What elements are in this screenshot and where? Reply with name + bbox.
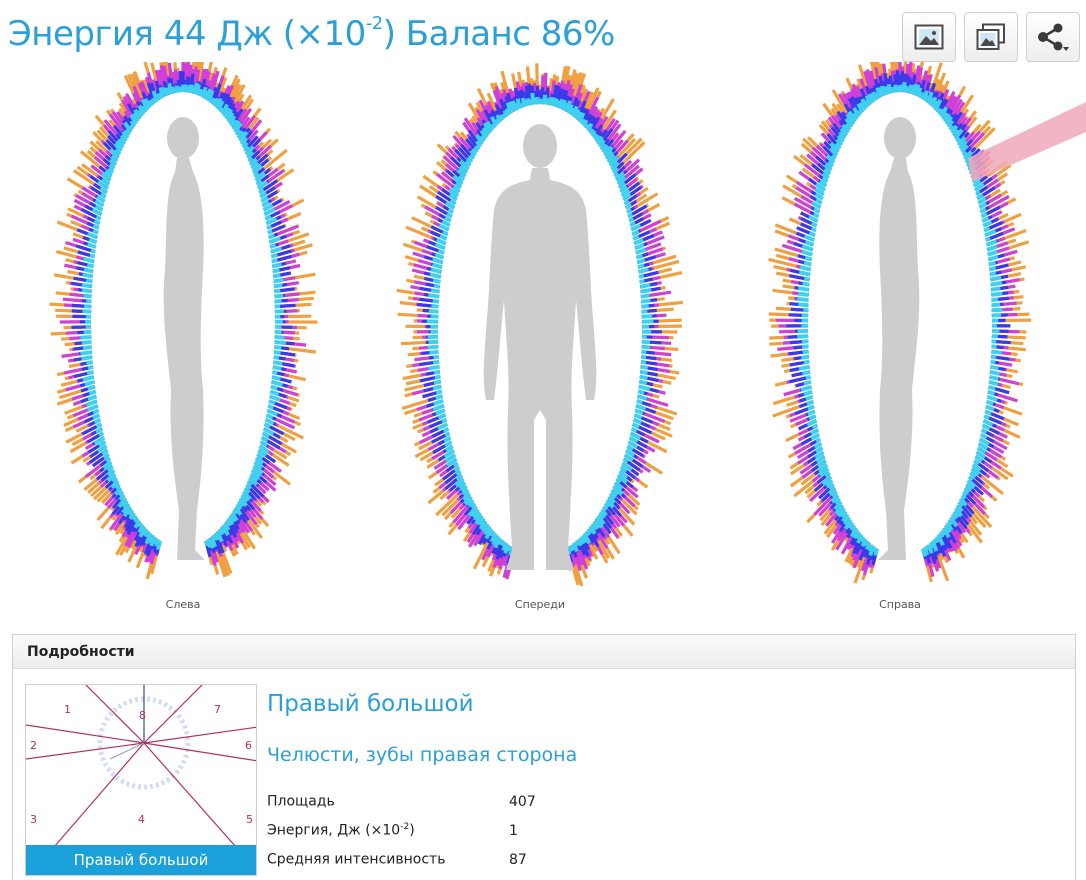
metric-label-energy: Энергия, Дж (×10-2) — [267, 822, 415, 839]
sector-number-6: 6 — [245, 739, 252, 752]
details-header: Подробности — [13, 635, 1075, 669]
metric-value-energy: 1 — [509, 822, 518, 839]
sector-lines: 1 8 7 2 6 3 5 4 — [26, 685, 256, 848]
aura-panel — [0, 62, 1086, 622]
aura-highlight-beam — [968, 102, 1086, 182]
sector-caption: Правый большой — [26, 845, 256, 875]
sector-number-2: 2 — [30, 739, 37, 752]
zone-subtitle: Челюсти, зубы правая сторона — [267, 744, 578, 766]
image-button[interactable] — [902, 12, 956, 62]
metric-value-intensity: 87 — [509, 851, 527, 868]
aura-layer — [80, 82, 287, 551]
sector-number-7: 7 — [214, 703, 221, 716]
image-icon — [914, 24, 944, 50]
aura-layer — [797, 81, 1003, 557]
share-icon — [1038, 23, 1069, 51]
sector-number-4: 4 — [138, 813, 145, 826]
view-label-left: Слева — [165, 598, 201, 611]
aura-canvas — [49, 62, 1086, 587]
share-button[interactable] — [1026, 12, 1080, 62]
metric-row: Площадь 407 — [267, 787, 536, 816]
gallery-button[interactable] — [964, 12, 1018, 62]
metric-value-area: 407 — [509, 793, 536, 810]
sector-number-3: 3 — [30, 813, 37, 826]
metric-row: Энергия, Дж (×10-2) 1 — [267, 816, 536, 845]
metric-label-intensity: Средняя интенсивность — [267, 851, 446, 868]
gallery-icon — [976, 23, 1005, 50]
view-label-front: Спереди — [514, 598, 566, 611]
toolbar — [902, 12, 1080, 62]
sector-number-5: 5 — [246, 813, 253, 826]
metric-row: Средняя интенсивность 87 — [267, 845, 536, 874]
sector-number-8: 8 — [139, 709, 146, 722]
zone-title: Правый большой — [267, 691, 474, 717]
sector-number-1: 1 — [64, 703, 71, 716]
metric-label-area: Площадь — [267, 793, 335, 810]
metrics-table: Площадь 407 Энергия, Дж (×10-2) 1 Средня… — [267, 787, 536, 874]
sector-diagram[interactable]: 1 8 7 2 6 3 5 4 Правый большой — [25, 684, 257, 876]
details-panel: Подробности 1 8 7 2 6 3 5 4 — [12, 634, 1076, 880]
view-label-right: Справа — [879, 598, 921, 611]
page-title: Энергия 44 Дж (×10-2) Баланс 86% — [8, 12, 615, 54]
